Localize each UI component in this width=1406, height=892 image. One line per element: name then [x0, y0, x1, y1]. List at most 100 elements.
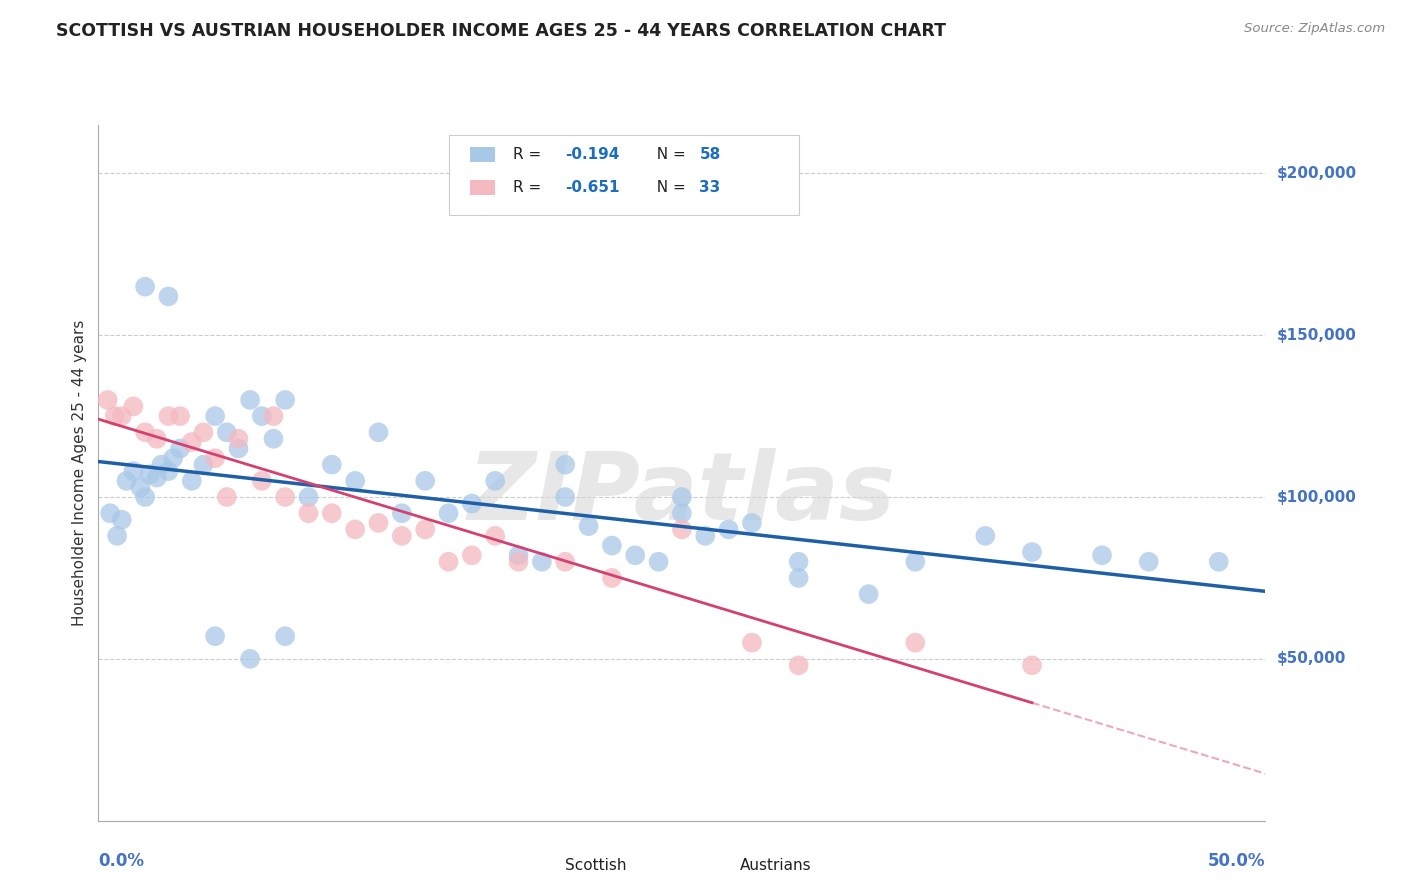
- Point: [157, 464, 180, 478]
- Point: [554, 458, 576, 472]
- Point: [250, 409, 273, 424]
- Point: [787, 658, 810, 673]
- Point: [461, 496, 484, 510]
- Point: [741, 635, 763, 649]
- Point: [297, 506, 319, 520]
- Point: [391, 529, 413, 543]
- Point: [484, 474, 506, 488]
- Text: 50.0%: 50.0%: [1208, 852, 1265, 870]
- Point: [122, 464, 145, 478]
- Text: SCOTTISH VS AUSTRIAN HOUSEHOLDER INCOME AGES 25 - 44 YEARS CORRELATION CHART: SCOTTISH VS AUSTRIAN HOUSEHOLDER INCOME …: [56, 22, 946, 40]
- Point: [169, 442, 191, 456]
- Point: [228, 432, 250, 446]
- Point: [204, 451, 226, 466]
- Point: [157, 289, 180, 303]
- Point: [391, 506, 413, 520]
- Point: [508, 555, 530, 569]
- Point: [461, 549, 484, 563]
- Text: $200,000: $200,000: [1277, 166, 1357, 181]
- Point: [262, 432, 284, 446]
- Point: [134, 279, 156, 293]
- Point: [97, 392, 120, 407]
- Point: [104, 409, 127, 424]
- Point: [180, 435, 202, 450]
- Point: [98, 506, 121, 520]
- Text: 33: 33: [699, 180, 721, 195]
- Text: 58: 58: [699, 147, 721, 162]
- Point: [111, 409, 134, 424]
- Point: [624, 549, 647, 563]
- Point: [671, 490, 693, 504]
- Point: [367, 516, 389, 530]
- Point: [554, 490, 576, 504]
- Point: [193, 458, 215, 472]
- Point: [193, 425, 215, 440]
- Point: [239, 392, 262, 407]
- Point: [671, 506, 693, 520]
- Point: [787, 571, 810, 585]
- Y-axis label: Householder Income Ages 25 - 44 years: Householder Income Ages 25 - 44 years: [72, 319, 87, 626]
- Point: [508, 549, 530, 563]
- Text: -0.194: -0.194: [565, 147, 620, 162]
- Point: [1137, 555, 1160, 569]
- Text: 0.0%: 0.0%: [98, 852, 145, 870]
- Point: [239, 652, 262, 666]
- Text: $50,000: $50,000: [1277, 651, 1346, 666]
- Point: [180, 474, 202, 488]
- Point: [904, 635, 927, 649]
- Point: [157, 409, 180, 424]
- Point: [600, 539, 623, 553]
- Text: -0.651: -0.651: [565, 180, 620, 195]
- Text: Austrians: Austrians: [741, 858, 811, 873]
- Text: Scottish: Scottish: [565, 858, 627, 873]
- Point: [1021, 545, 1043, 559]
- Point: [122, 400, 145, 414]
- Point: [134, 425, 156, 440]
- Point: [162, 451, 184, 466]
- Point: [904, 555, 927, 569]
- Point: [437, 506, 460, 520]
- Point: [344, 522, 367, 536]
- Point: [204, 629, 226, 643]
- Point: [484, 529, 506, 543]
- FancyBboxPatch shape: [470, 180, 495, 195]
- Point: [600, 571, 623, 585]
- Point: [250, 474, 273, 488]
- Text: R =: R =: [513, 180, 546, 195]
- Point: [1021, 658, 1043, 673]
- Point: [228, 442, 250, 456]
- Text: ZIPatlas: ZIPatlas: [468, 448, 896, 540]
- Point: [530, 555, 553, 569]
- Point: [115, 474, 138, 488]
- Point: [321, 458, 343, 472]
- Point: [1208, 555, 1230, 569]
- Point: [111, 513, 134, 527]
- Point: [204, 409, 226, 424]
- Point: [146, 470, 169, 484]
- FancyBboxPatch shape: [449, 136, 799, 215]
- Text: R =: R =: [513, 147, 546, 162]
- Point: [321, 506, 343, 520]
- Point: [146, 432, 169, 446]
- Point: [274, 490, 297, 504]
- Point: [787, 555, 810, 569]
- FancyBboxPatch shape: [470, 147, 495, 162]
- Point: [297, 490, 319, 504]
- FancyBboxPatch shape: [524, 859, 554, 876]
- Text: Source: ZipAtlas.com: Source: ZipAtlas.com: [1244, 22, 1385, 36]
- Point: [437, 555, 460, 569]
- Point: [139, 467, 162, 482]
- Point: [413, 522, 436, 536]
- Point: [344, 474, 367, 488]
- Point: [367, 425, 389, 440]
- Point: [647, 555, 669, 569]
- Point: [150, 458, 173, 472]
- Point: [215, 425, 238, 440]
- Point: [671, 522, 693, 536]
- Text: N =: N =: [647, 147, 690, 162]
- Text: $150,000: $150,000: [1277, 327, 1357, 343]
- Point: [129, 480, 152, 494]
- Point: [858, 587, 880, 601]
- Point: [1091, 549, 1114, 563]
- Point: [274, 629, 297, 643]
